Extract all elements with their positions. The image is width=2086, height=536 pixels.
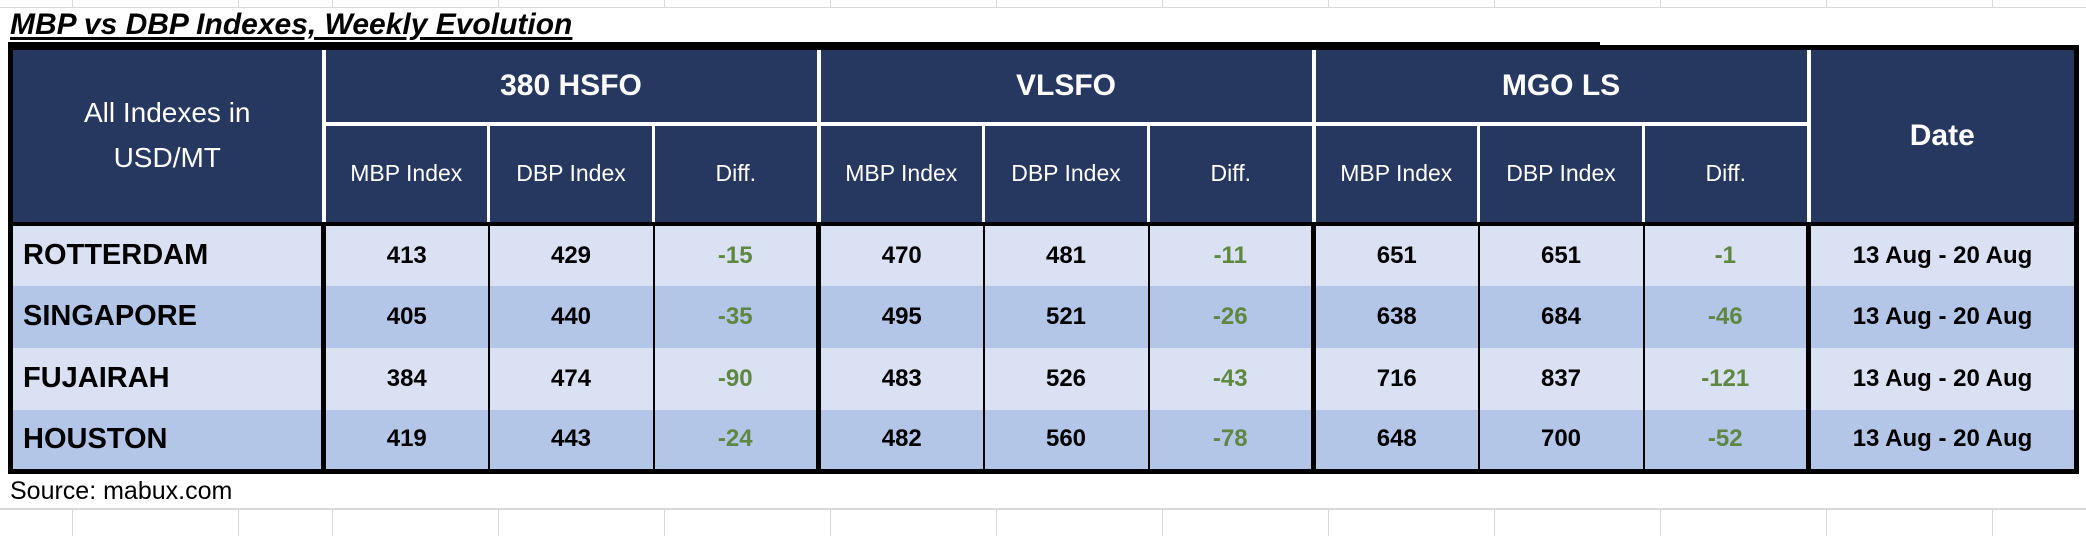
diff-cell: -24 [652, 409, 819, 472]
table-row-singapore: SINGAPORE 405 440 -35 495 521 -26 638 68… [10, 285, 2077, 348]
diff-cell: -78 [1147, 409, 1314, 472]
dbp-index-header: DBP Index [982, 121, 1149, 224]
group-header-vlsfo: VLSFO [816, 47, 1314, 124]
dbp-index-cell: 443 [487, 409, 654, 472]
mbp-index-cell: 651 [1311, 221, 1479, 286]
mbp-index-cell: 470 [816, 221, 984, 286]
header-sub-row: MBP Index DBP Index Diff. MBP Index DBP … [11, 121, 2077, 224]
mbp-index-cell: 483 [816, 347, 984, 410]
source-note: Source: mabux.com [10, 476, 233, 505]
diff-header: Diff. [1147, 121, 1314, 224]
diff-cell: -26 [1147, 285, 1314, 348]
dbp-index-cell: 429 [487, 221, 654, 286]
page-title: MBP vs DBP Indexes, Weekly Evolution [10, 8, 573, 41]
table-row-houston: HOUSTON 419 443 -24 482 560 -78 648 700 … [10, 409, 2077, 472]
diff-cell: -121 [1642, 347, 1809, 410]
sheet-gridlines-top [0, 0, 2086, 8]
mbp-index-cell: 716 [1311, 347, 1479, 410]
diff-cell: -1 [1642, 221, 1809, 286]
diff-cell: -43 [1147, 347, 1314, 410]
sheet-gridlines-bottom [0, 509, 2086, 536]
diff-cell: -15 [652, 221, 819, 286]
location-cell: FUJAIRAH [10, 347, 324, 410]
mbp-index-cell: 495 [816, 285, 984, 348]
date-cell: 13 Aug - 20 Aug [1806, 285, 2077, 348]
date-cell: 13 Aug - 20 Aug [1806, 409, 2077, 472]
diff-cell: -90 [652, 347, 819, 410]
title-underline: MBP vs DBP Indexes, Weekly Evolution [8, 8, 1600, 45]
mbp-index-header: MBP Index [816, 121, 984, 224]
mbp-index-cell: 384 [321, 347, 489, 410]
source-row: Source: mabux.com [0, 474, 2086, 509]
mbp-index-cell: 419 [321, 409, 489, 472]
dbp-index-cell: 526 [982, 347, 1149, 410]
diff-cell: -35 [652, 285, 819, 348]
date-cell: 13 Aug - 20 Aug [1806, 347, 2077, 410]
mbp-index-cell: 648 [1311, 409, 1479, 472]
dbp-index-cell: 481 [982, 221, 1149, 286]
dbp-index-cell: 651 [1477, 221, 1644, 286]
dbp-index-header: DBP Index [487, 121, 654, 224]
mbp-index-cell: 482 [816, 409, 984, 472]
dbp-index-cell: 700 [1477, 409, 1644, 472]
location-cell: ROTTERDAM [10, 221, 324, 286]
corner-header-line1: All Indexes in [83, 96, 251, 128]
diff-cell: -52 [1642, 409, 1809, 472]
mbp-index-cell: 638 [1311, 285, 1479, 348]
diff-cell: -11 [1147, 221, 1314, 286]
dbp-index-cell: 560 [982, 409, 1149, 472]
dbp-index-header: DBP Index [1477, 121, 1644, 224]
dbp-index-cell: 521 [982, 285, 1149, 348]
mbp-index-header: MBP Index [1311, 121, 1479, 224]
header-group-row: All Indexes in USD/MT 380 HSFO VLSFO MGO… [10, 47, 2077, 224]
mbp-index-header: MBP Index [321, 121, 489, 224]
group-header-380-hsfo: 380 HSFO [321, 47, 819, 124]
diff-header: Diff. [652, 121, 819, 224]
dbp-index-cell: 684 [1477, 285, 1644, 348]
date-header: Date [1806, 47, 2077, 224]
mbp-index-cell: 405 [321, 285, 489, 348]
location-cell: HOUSTON [10, 409, 324, 472]
diff-cell: -46 [1642, 285, 1809, 348]
date-cell: 13 Aug - 20 Aug [1806, 221, 2077, 286]
dbp-index-cell: 837 [1477, 347, 1644, 410]
corner-header-line2: USD/MT [113, 141, 221, 173]
table-row-fujairah: FUJAIRAH 384 474 -90 483 526 -43 716 837… [10, 347, 2077, 410]
diff-header: Diff. [1642, 121, 1809, 224]
dbp-index-cell: 440 [487, 285, 654, 348]
mbp-index-cell: 413 [321, 221, 489, 286]
group-header-mgo-ls: MGO LS [1311, 47, 1809, 124]
corner-header: All Indexes in USD/MT [10, 47, 324, 224]
dbp-index-cell: 474 [487, 347, 654, 410]
table-row-rotterdam: ROTTERDAM 413 429 -15 470 481 -11 651 65… [10, 221, 2077, 286]
indexes-table: All Indexes in USD/MT 380 HSFO VLSFO MGO… [8, 45, 2079, 474]
location-cell: SINGAPORE [10, 285, 324, 348]
